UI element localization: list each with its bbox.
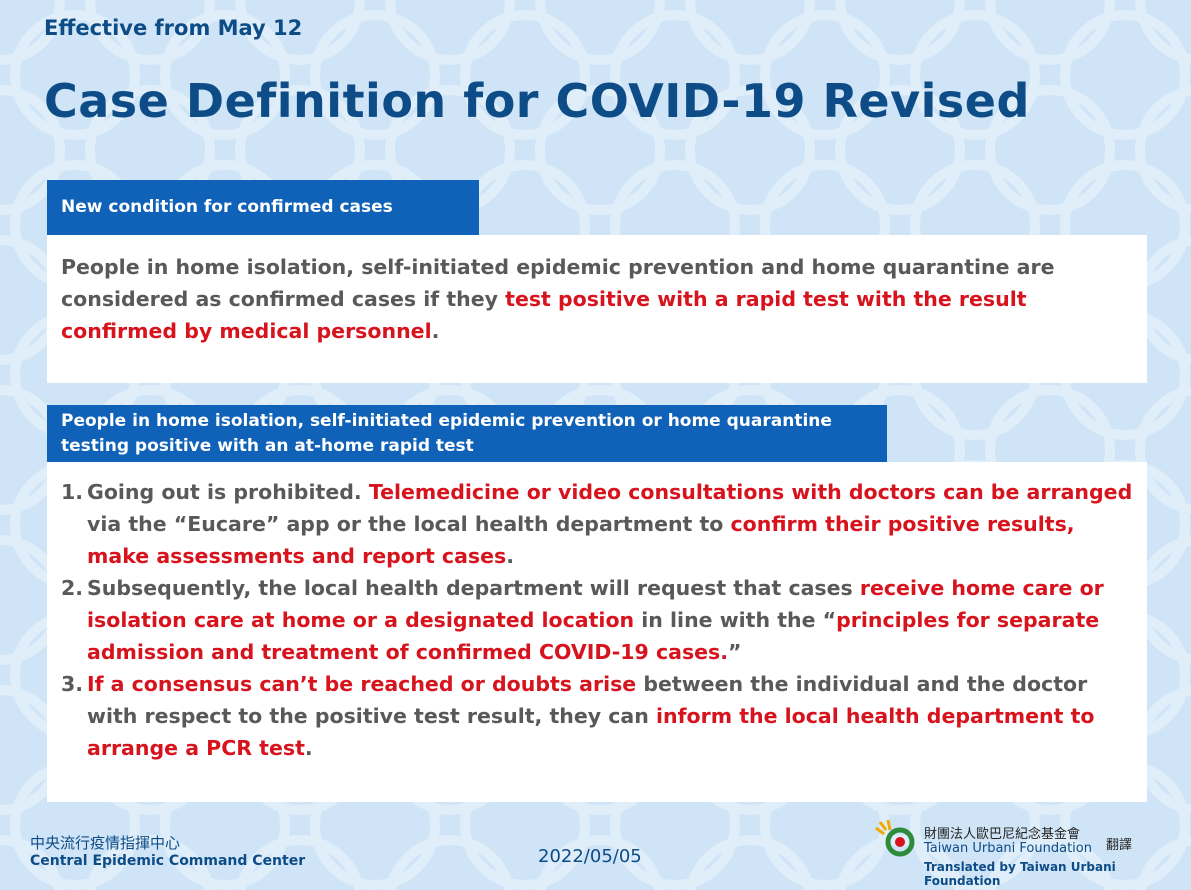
text-segment: principles for separate admission and tr… bbox=[87, 608, 1100, 664]
title: Case Definition for COVID-19 Revised bbox=[44, 74, 1030, 128]
text-segment: . bbox=[506, 544, 515, 568]
text-segment: People in home isolation, self-initiated… bbox=[61, 255, 1055, 311]
text-segment: Subsequently, the local health departmen… bbox=[87, 576, 860, 600]
text-segment: If a consensus can’t be reached or doubt… bbox=[87, 672, 637, 696]
subtitle: Effective from May 12 bbox=[44, 16, 303, 40]
list-text: If a consensus can’t be reached or doubt… bbox=[87, 668, 1133, 764]
section-body: People in home isolation, self-initiated… bbox=[47, 235, 1147, 383]
text-segment: Telemedicine or video consultations with… bbox=[368, 480, 1133, 504]
text-segment: . bbox=[431, 319, 440, 343]
list-text: Subsequently, the local health departmen… bbox=[87, 572, 1133, 668]
logo bbox=[875, 819, 915, 857]
translated-by: Translated by Taiwan Urbani Foundation bbox=[924, 860, 1116, 888]
text-segment: via the “Eucare” app or the local health… bbox=[87, 512, 731, 536]
org-en: Central Epidemic Command Center bbox=[30, 853, 306, 869]
text-segment: confirm their positive results, make ass… bbox=[87, 512, 1075, 568]
org-zh: 中央流行疫情指揮中心 bbox=[30, 834, 181, 852]
paragraph: 3. If a consensus can’t be reached or dou… bbox=[61, 668, 1133, 764]
list-number: 1. bbox=[61, 480, 84, 504]
date: 2022/05/05 bbox=[538, 846, 642, 867]
translator-en: Taiwan Urbani Foundation bbox=[924, 841, 1092, 856]
text-segment: ” bbox=[728, 640, 742, 664]
text-segment: test positive with a rapid test with the… bbox=[61, 287, 1027, 343]
paragraph: 1. Going out is prohibited. Telemedicine … bbox=[61, 476, 1133, 572]
paragraph: People in home isolation, self-initiated… bbox=[61, 251, 1133, 347]
section-heading: New condition for confirmed cases bbox=[47, 180, 479, 235]
text-segment: . bbox=[304, 736, 313, 760]
text-segment: receive home care or isolation care at h… bbox=[87, 576, 1104, 632]
text-segment: in line with the “ bbox=[634, 608, 837, 632]
list-text: Going out is prohibited. Telemedicine or… bbox=[87, 476, 1133, 572]
text-segment: Going out is prohibited. bbox=[87, 480, 369, 504]
list-number: 3. bbox=[61, 672, 84, 696]
paragraph: 2. Subsequently, the local health departm… bbox=[61, 572, 1133, 668]
translator-zh: 財團法人歐巴尼紀念基金會 bbox=[924, 827, 1081, 842]
section-heading: People in home isolation, self-initiated… bbox=[47, 405, 887, 462]
text-segment: between the individual and the doctor wi… bbox=[87, 672, 1088, 728]
list-number: 2. bbox=[61, 576, 84, 600]
text-segment: inform the local health department to ar… bbox=[87, 704, 1095, 760]
section-body: 1. Going out is prohibited. Telemedicine … bbox=[47, 462, 1147, 802]
translate-zh: 翻譯 bbox=[1106, 838, 1133, 853]
